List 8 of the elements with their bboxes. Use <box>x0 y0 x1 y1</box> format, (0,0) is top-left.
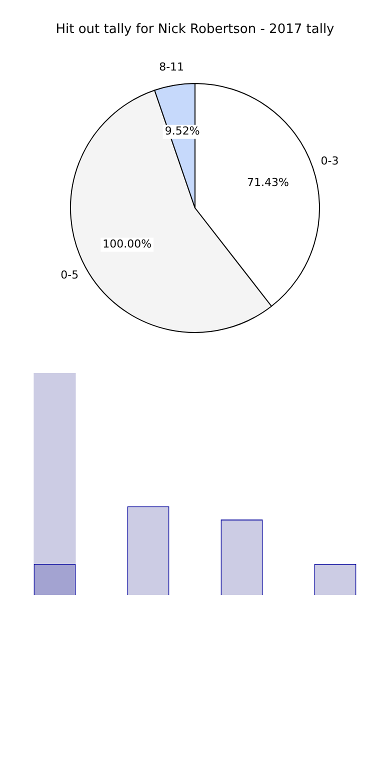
data-label: 100.00% <box>102 238 152 251</box>
chart-title: Hit out tally for Nick Robertson - 2017 tally <box>54 21 336 39</box>
slice-label: 0-5 <box>60 268 79 282</box>
data-label: 71.43% <box>247 176 289 189</box>
bar <box>34 373 76 564</box>
slice-label: 8-11 <box>159 60 184 74</box>
slice-label: 0-3 <box>320 154 339 168</box>
data-label: 9.52% <box>164 124 200 138</box>
